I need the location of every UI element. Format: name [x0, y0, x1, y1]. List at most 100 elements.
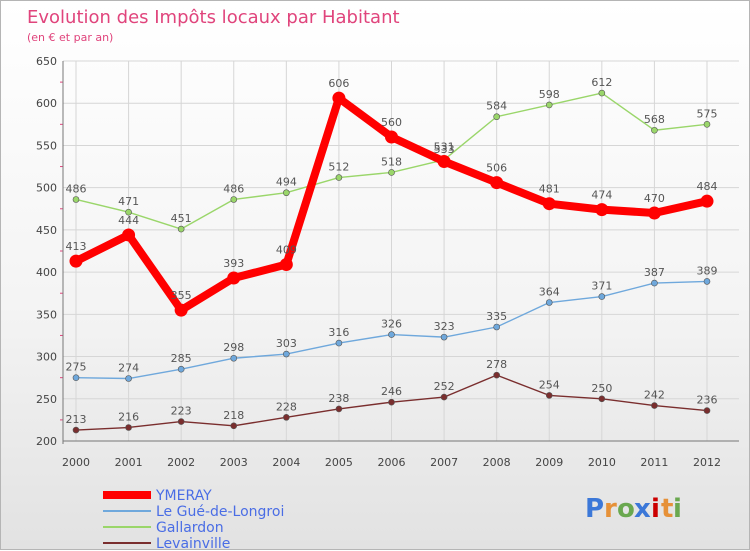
x-tick-label: 2006: [378, 456, 406, 469]
data-label-3: 216: [118, 410, 139, 423]
data-label-3: 213: [66, 413, 87, 426]
x-tick-label: 2008: [483, 456, 511, 469]
data-label-3: 223: [171, 405, 192, 418]
data-label-2: 471: [118, 195, 139, 208]
data-label-3: 218: [223, 409, 244, 422]
chart-subtitle: (en € et par an): [27, 31, 113, 44]
x-tick-label: 2003: [220, 456, 248, 469]
data-label-3: 242: [644, 389, 665, 402]
series-point-0: [700, 194, 714, 208]
data-label-3: 246: [381, 385, 402, 398]
series-point-3: [388, 398, 395, 406]
series-point-0: [490, 176, 504, 190]
series-point-1: [230, 354, 238, 362]
series-point-1: [703, 278, 711, 285]
series-point-2: [283, 189, 290, 197]
x-tick-label: 2005: [325, 456, 353, 469]
data-label-2: 486: [66, 182, 87, 195]
series-point-1: [125, 375, 132, 382]
data-label-2: 486: [223, 182, 244, 195]
data-label-1: 275: [66, 361, 87, 374]
data-label-2: 575: [697, 107, 718, 120]
series-point-0: [122, 228, 136, 242]
data-label-3: 238: [328, 392, 349, 405]
logo-letter: i: [673, 494, 682, 524]
x-tick-label: 2012: [693, 456, 721, 469]
series-point-0: [647, 206, 661, 220]
axis-layer: 200 250 300 350 400 450 500 550 600 650 2000 2001 20…: [36, 55, 739, 469]
data-label-layer: 213 216 223 218 228 238 246 252 278 254 250 242 236 2…: [66, 76, 718, 426]
data-label-1: 389: [697, 264, 718, 277]
series-point-2: [72, 196, 80, 203]
series-point-2: [545, 101, 553, 109]
series-point-2: [125, 208, 132, 216]
series-point-1: [335, 339, 343, 347]
series-point-0: [279, 258, 293, 272]
series-point-0: [69, 254, 83, 268]
data-label-3: 250: [591, 382, 612, 395]
data-label-1: 274: [118, 362, 139, 375]
y-tick-label: 500: [36, 182, 57, 195]
data-label-2: 533: [434, 143, 455, 156]
legend-label-1: Le Gué-de-Longroi: [156, 504, 284, 520]
series-point-1: [72, 374, 80, 381]
series-point-2: [493, 113, 500, 121]
data-label-0: 474: [591, 189, 612, 202]
x-tick-label: 2002: [167, 456, 195, 469]
data-label-0: 409: [276, 244, 297, 257]
series-point-3: [335, 405, 343, 413]
chart-title: Evolution des Impôts locaux par Habitant: [27, 7, 400, 28]
data-label-2: 612: [591, 76, 612, 89]
series-point-2: [598, 89, 606, 97]
logo-letter: x: [634, 494, 651, 524]
legend-label-3: Levainville: [156, 536, 230, 551]
data-label-2: 451: [171, 212, 192, 225]
data-label-2: 512: [328, 161, 349, 174]
data-label-0: 506: [486, 162, 507, 175]
data-label-2: 494: [276, 176, 297, 189]
series-point-1: [177, 365, 185, 373]
data-label-0: 393: [223, 257, 244, 270]
series-point-0: [595, 203, 609, 217]
data-label-3: 228: [276, 400, 297, 413]
data-label-2: 598: [539, 88, 560, 101]
series-point-0: [332, 91, 346, 105]
y-tick-label: 350: [36, 308, 57, 321]
data-label-0: 560: [381, 116, 402, 129]
series-point-2: [703, 121, 711, 128]
x-tick-label: 2009: [535, 456, 563, 469]
series-point-3: [703, 407, 711, 414]
y-tick-label: 200: [36, 435, 57, 448]
data-label-3: 278: [486, 358, 507, 371]
series-point-3: [651, 402, 658, 409]
data-label-1: 387: [644, 266, 665, 279]
series-point-3: [230, 422, 238, 430]
x-tick-label: 2000: [62, 456, 90, 469]
series-point-3: [440, 393, 448, 401]
y-tick-label: 650: [36, 55, 57, 68]
data-label-3: 254: [539, 378, 560, 391]
series-point-3: [493, 371, 500, 379]
series-point-3: [72, 426, 80, 434]
series-point-2: [335, 174, 343, 181]
logo-letter: P: [585, 494, 604, 524]
series-point-3: [283, 414, 290, 421]
series-point-3: [545, 392, 553, 399]
logo-letter: r: [604, 494, 617, 524]
data-label-1: 323: [434, 320, 455, 333]
logo-letter: i: [651, 494, 660, 524]
data-label-1: 316: [328, 326, 349, 339]
series-point-1: [388, 331, 395, 338]
series-point-1: [440, 333, 448, 341]
series-point-3: [598, 395, 606, 403]
data-label-0: 444: [118, 214, 139, 227]
grid-layer: [63, 60, 739, 442]
series-point-1: [651, 279, 658, 287]
data-label-1: 303: [276, 337, 297, 350]
y-tick-label: 300: [36, 351, 57, 364]
data-label-2: 584: [486, 100, 507, 113]
data-label-1: 285: [171, 352, 192, 365]
